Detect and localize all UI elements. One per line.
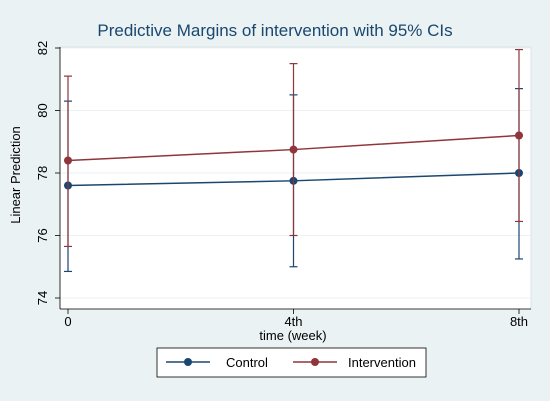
x-tick-label: 8th [510,314,528,329]
legend-intervention-marker [311,358,319,366]
y-tick-label: 74 [35,291,50,305]
y-tick-label: 82 [35,41,50,55]
legend: Control Intervention [156,347,427,378]
intervention-point [515,131,523,140]
x-tick-label: 4th [284,314,302,329]
axes: 74 76 78 80 82 0 4th 8th [35,41,531,329]
y-axis-title: Linear Prediction [8,126,23,224]
y-tick-label: 76 [35,228,50,242]
y-tick-label: 78 [35,166,50,180]
x-axis-title: time (week) [259,328,326,343]
intervention-point [64,156,72,165]
legend-control-marker [184,358,192,366]
y-tick-label: 80 [35,103,50,117]
x-tick-label: 0 [64,314,71,329]
legend-intervention-label: Intervention [348,355,416,370]
legend-control-label: Control [226,355,268,370]
series-group [64,48,523,273]
intervention-point [289,145,298,154]
chart-title: Predictive Margins of intervention with … [97,21,452,40]
